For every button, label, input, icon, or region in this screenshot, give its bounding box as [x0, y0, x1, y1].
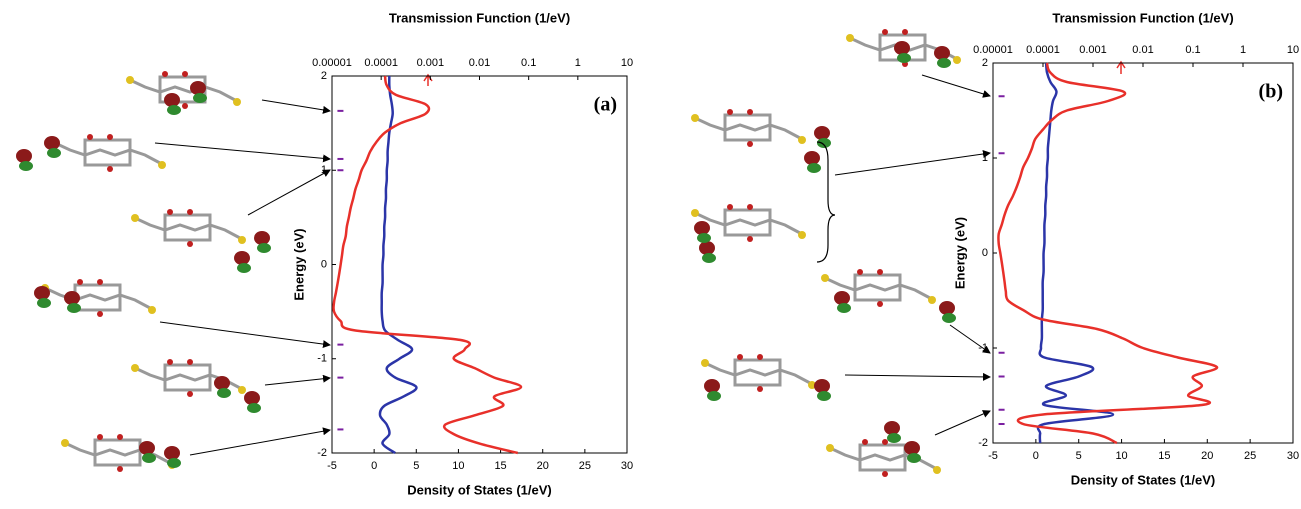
arrows [155, 75, 990, 455]
x2-tick-label: 0.01 [1132, 44, 1153, 56]
x2-tick-label: 0.1 [1185, 44, 1200, 56]
x2-tick-label: 0.1 [521, 57, 536, 69]
x2-tick-label: 0.00001 [312, 57, 352, 69]
molecule-illustrations [16, 29, 961, 477]
x2-tick-label: 0.001 [1079, 44, 1107, 56]
x-tick-label: -5 [327, 460, 337, 472]
x-tick-label: 15 [494, 460, 506, 472]
x-tick-label: 5 [413, 460, 419, 472]
transmission-curve [998, 63, 1217, 443]
y-tick-label: -1 [317, 353, 327, 365]
x-axis-title: Density of States (1/eV) [407, 482, 552, 497]
x-tick-label: 20 [1201, 450, 1213, 462]
x-tick-label: -5 [988, 450, 998, 462]
panel-label: (a) [594, 94, 617, 116]
plot-frame [993, 63, 1293, 443]
x-tick-label: 15 [1158, 450, 1170, 462]
x-tick-label: 0 [371, 460, 377, 472]
y-tick-label: -2 [978, 437, 988, 449]
y-tick-label: 0 [982, 247, 988, 259]
y-tick-label: -2 [317, 447, 327, 459]
x2-axis-title: Transmission Function (1/eV) [1052, 10, 1233, 25]
y-tick-label: 1 [321, 164, 327, 176]
transmission-curve [333, 76, 521, 453]
x2-tick-label: 10 [621, 57, 633, 69]
x2-tick-label: 0.01 [469, 57, 490, 69]
x-tick-label: 20 [537, 460, 549, 472]
x2-tick-label: 0.001 [417, 57, 445, 69]
x-tick-label: 25 [579, 460, 591, 472]
x2-tick-label: 0.0001 [364, 57, 398, 69]
x2-axis-title: Transmission Function (1/eV) [389, 10, 570, 25]
x-axis-title: Density of States (1/eV) [1071, 472, 1216, 487]
x2-tick-label: 0.0001 [1026, 44, 1060, 56]
figure: -50510152025300.000010.00010.0010.010.11… [0, 0, 1301, 509]
y-tick-label: 2 [321, 70, 327, 82]
y-tick-label: 0 [321, 258, 327, 270]
x2-tick-label: 0.00001 [973, 44, 1013, 56]
y-axis-title: Energy (eV) [952, 217, 967, 289]
plot-frame [332, 76, 627, 453]
x-tick-label: 0 [1033, 450, 1039, 462]
y-axis-title: Energy (eV) [291, 228, 306, 300]
y-tick-label: 1 [982, 152, 988, 164]
dos-curve [1038, 63, 1113, 443]
y-tick-label: 2 [982, 57, 988, 69]
x-tick-label: 30 [621, 460, 633, 472]
x-tick-label: 5 [1076, 450, 1082, 462]
x-tick-label: 30 [1287, 450, 1299, 462]
x-tick-label: 25 [1244, 450, 1256, 462]
x2-tick-label: 10 [1287, 44, 1299, 56]
y-tick-label: -1 [978, 342, 988, 354]
x-tick-label: 10 [452, 460, 464, 472]
panel-label: (b) [1259, 81, 1283, 103]
x2-tick-label: 1 [1240, 44, 1246, 56]
x-tick-label: 10 [1115, 450, 1127, 462]
x2-tick-label: 1 [575, 57, 581, 69]
